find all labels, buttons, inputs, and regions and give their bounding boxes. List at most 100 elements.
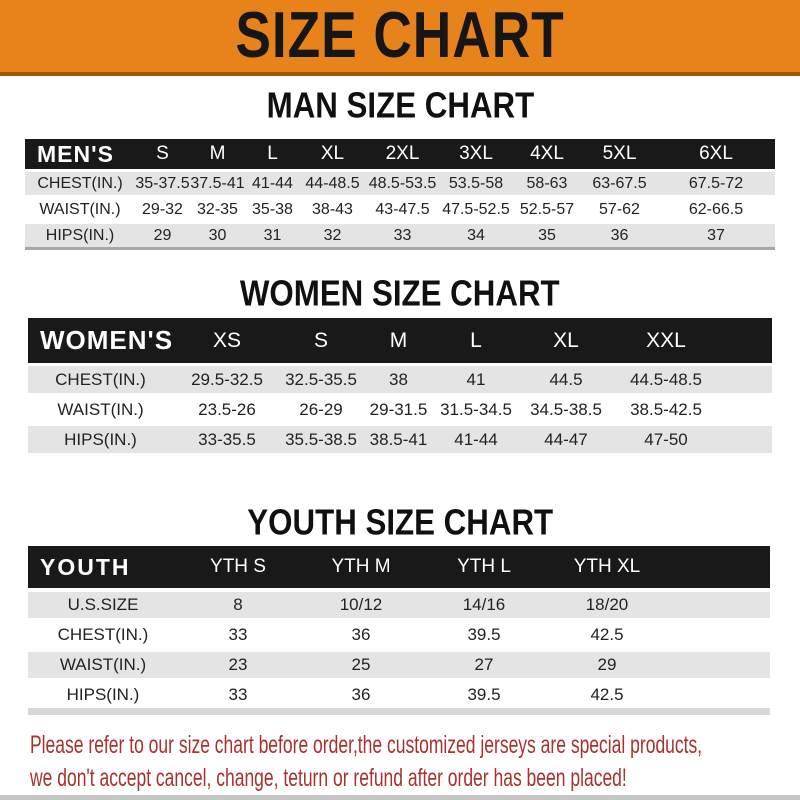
spacer-cell (716, 423, 772, 453)
table-cell: 35-38 (245, 195, 300, 221)
note-line2-text: we don't accept cancel, change, teturn o… (30, 764, 627, 792)
table-row: WAIST(IN.) 23 25 27 29 (28, 648, 770, 678)
table-cell: 63-67.5 (582, 169, 657, 195)
table-row: CHEST(IN.) 33 36 39.5 42.5 (28, 618, 770, 648)
table-cell: 8 (178, 588, 298, 618)
column-header: YTH L (424, 546, 544, 588)
table-cell: 41-44 (245, 169, 300, 195)
table-cell: 10/12 (298, 588, 424, 618)
column-header: 2XL (365, 139, 440, 169)
table-cell: 32.5-35.5 (281, 363, 361, 393)
men-heading-text: MAN SIZE CHART (266, 86, 534, 126)
table-cell: 44.5 (516, 363, 616, 393)
table-cell: 38.5-42.5 (616, 393, 716, 423)
table-cell: 67.5-72 (657, 169, 775, 195)
men-header-row: MEN'S S M L XL 2XL 3XL 4XL 5XL 6XL (25, 139, 775, 169)
row-label: WAIST(IN.) (28, 648, 178, 678)
column-header: YTH S (178, 546, 298, 588)
spacer-cell (670, 648, 770, 678)
column-header: L (245, 139, 300, 169)
table-cell: 35.5-38.5 (281, 423, 361, 453)
spacer-cell (716, 363, 772, 393)
table-cell: 36 (298, 678, 424, 708)
table-cell: 31 (245, 221, 300, 247)
table-cell: 33-35.5 (173, 423, 281, 453)
table-cell: 14/16 (424, 588, 544, 618)
table-cell: 29.5-32.5 (173, 363, 281, 393)
table-cell: 44.5-48.5 (616, 363, 716, 393)
table-cell: 44-48.5 (300, 169, 365, 195)
banner-title: SIZE CHART (235, 0, 565, 72)
table-cell: 31.5-34.5 (436, 393, 516, 423)
table-row: WAIST(IN.) 23.5-26 26-29 29-31.5 31.5-34… (28, 393, 772, 423)
table-row: U.S.SIZE 8 10/12 14/16 18/20 (28, 588, 770, 618)
youth-section-heading: YOUTH SIZE CHART (0, 504, 800, 542)
title-banner: SIZE CHART (0, 0, 800, 76)
column-header: 5XL (582, 139, 657, 169)
spacer-cell (670, 588, 770, 618)
column-header: L (436, 318, 516, 363)
row-label: WAIST(IN.) (28, 393, 173, 423)
table-row: CHEST(IN.) 29.5-32.5 32.5-35.5 38 41 44.… (28, 363, 772, 393)
table-cell: 32-35 (190, 195, 245, 221)
table-cell: 29-32 (135, 195, 190, 221)
column-header: 6XL (657, 139, 775, 169)
table-cell: 36 (298, 618, 424, 648)
row-label: HIPS(IN.) (28, 423, 173, 453)
table-cell: 53.5-58 (440, 169, 512, 195)
table-row: WAIST(IN.) 29-32 32-35 35-38 38-43 43-47… (25, 195, 775, 221)
row-label: WAIST(IN.) (25, 195, 135, 221)
table-cell: 29 (135, 221, 190, 247)
table-cell: 47.5-52.5 (440, 195, 512, 221)
note-line1-text: Please refer to our size chart before or… (30, 731, 703, 759)
table-cell: 42.5 (544, 678, 670, 708)
spacer-cell (670, 678, 770, 708)
row-label: CHEST(IN.) (28, 363, 173, 393)
table-cell: 38 (361, 363, 436, 393)
table-title: MEN'S (25, 139, 135, 169)
row-label: CHEST(IN.) (28, 618, 178, 648)
table-cell: 18/20 (544, 588, 670, 618)
table-cell: 41-44 (436, 423, 516, 453)
table-cell: 44-47 (516, 423, 616, 453)
table-cell: 37.5-41 (190, 169, 245, 195)
note-line: Please refer to our size chart before or… (30, 729, 800, 762)
youth-header-row: YOUTH YTH S YTH M YTH L YTH XL (28, 546, 770, 588)
spacer-cell (716, 318, 772, 363)
table-cell: 38-43 (300, 195, 365, 221)
table-row: CHEST(IN.) 35-37.5 37.5-41 41-44 44-48.5… (25, 169, 775, 195)
column-header: M (190, 139, 245, 169)
table-cell: 29 (544, 648, 670, 678)
women-size-table: WOMEN'S XS S M L XL XXL CHEST(IN.) 29.5-… (28, 318, 772, 453)
row-label: U.S.SIZE (28, 588, 178, 618)
note-line: we don't accept cancel, change, teturn o… (30, 762, 800, 795)
men-size-table: MEN'S S M L XL 2XL 3XL 4XL 5XL 6XL CHEST… (25, 139, 775, 250)
table-row: HIPS(IN.) 33 36 39.5 42.5 (28, 678, 770, 708)
column-header: 3XL (440, 139, 512, 169)
column-header: 4XL (512, 139, 582, 169)
table-cell: 47-50 (616, 423, 716, 453)
row-label: HIPS(IN.) (28, 678, 178, 708)
column-header: YTH M (298, 546, 424, 588)
spacer-cell (670, 546, 770, 588)
table-cell: 62-66.5 (657, 195, 775, 221)
table-row: HIPS(IN.) 29 30 31 32 33 34 35 36 37 (25, 221, 775, 247)
table-cell: 58-63 (512, 169, 582, 195)
column-header: XS (173, 318, 281, 363)
table-title: YOUTH (28, 546, 178, 588)
women-heading-text: WOMEN SIZE CHART (240, 274, 560, 314)
page-bottom-strip (0, 795, 800, 800)
spacer-cell (670, 618, 770, 648)
men-section-heading: MAN SIZE CHART (0, 86, 800, 126)
column-header: XL (516, 318, 616, 363)
column-header: S (281, 318, 361, 363)
column-header: S (135, 139, 190, 169)
table-cell: 42.5 (544, 618, 670, 648)
table-row: HIPS(IN.) 33-35.5 35.5-38.5 38.5-41 41-4… (28, 423, 772, 453)
youth-size-table: YOUTH YTH S YTH M YTH L YTH XL U.S.SIZE … (28, 546, 770, 708)
table-cell: 39.5 (424, 618, 544, 648)
table-cell: 37 (657, 221, 775, 247)
table-cell: 52.5-57 (512, 195, 582, 221)
table-cell: 32 (300, 221, 365, 247)
table-cell: 33 (365, 221, 440, 247)
